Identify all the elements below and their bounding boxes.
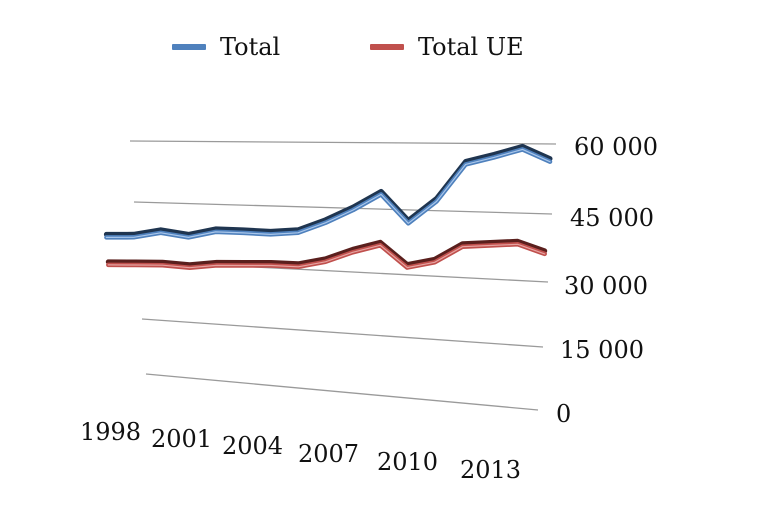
gridlines: [129, 140, 557, 411]
legend-item-total-ue: Total UE: [370, 30, 524, 64]
x-tick-label: 2010: [377, 448, 438, 476]
series-highlight-1: [107, 243, 546, 269]
x-tick-label: 2013: [460, 456, 521, 484]
x-tick-label: 2007: [298, 440, 359, 468]
series-line-0: [104, 147, 553, 240]
series-lines: [103, 143, 553, 270]
y-tick-label: 0: [556, 400, 571, 428]
gridline-3: [133, 201, 553, 215]
y-axis-labels: 0 15 000 30 000 45 000 60 000: [556, 133, 658, 428]
x-tick-label: 2004: [222, 432, 283, 460]
series-highlight-0: [105, 148, 551, 238]
gridline-4: [129, 140, 557, 145]
legend-label-total-ue: Total UE: [418, 33, 524, 61]
y-tick-label: 30 000: [564, 272, 648, 300]
legend-swatch-total: [172, 44, 206, 50]
y-tick-label: 45 000: [570, 204, 654, 232]
legend-swatch-total-ue: [370, 44, 404, 50]
gridline-1: [141, 318, 544, 348]
y-tick-label: 15 000: [560, 336, 644, 364]
x-tick-label: 2001: [151, 425, 212, 453]
y-tick-label: 60 000: [574, 133, 658, 161]
legend-item-total: Total: [172, 30, 280, 64]
series-shadow-0: [103, 143, 553, 237]
series-shadow-1: [105, 238, 548, 268]
x-tick-label: 1998: [80, 418, 141, 446]
x-axis-labels: 1998 2001 2004 2007 2010 2013: [80, 418, 521, 484]
gridline-0: [145, 373, 539, 411]
legend-label-total: Total: [220, 33, 281, 61]
